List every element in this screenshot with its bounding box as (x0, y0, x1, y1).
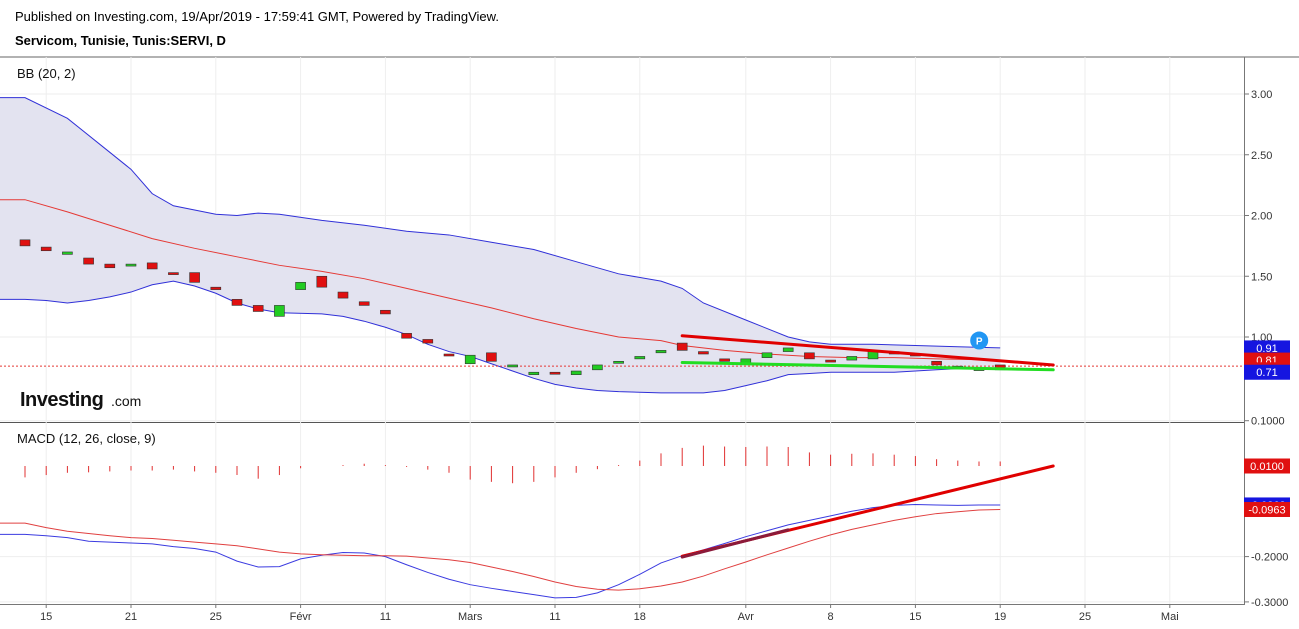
candle-down[interactable] (83, 257, 94, 265)
candle-up[interactable] (634, 356, 646, 360)
x-tick-label: 18 (634, 611, 646, 623)
x-tick-label: Mars (458, 611, 483, 623)
bb-upper-line[interactable] (0, 97, 1001, 349)
x-tick-label: 11 (549, 611, 560, 623)
macd-trendline-short[interactable] (680, 528, 790, 559)
resistance-trendline[interactable] (680, 334, 1055, 367)
last-value-badges: 0.910.810.730.710.0100-0.0863-0.0963 (1244, 340, 1290, 517)
candle-down[interactable] (486, 352, 497, 362)
x-tick-label: 15 (909, 611, 921, 623)
axes: 15 21 25 Févr 11 Mars 11 18 Avr 8 15 19 25 Mai 3.00 2.5… (40, 89, 1288, 623)
price-badge (1244, 364, 1290, 380)
y-tick-label: -0.3000 (1251, 597, 1288, 609)
y-tick-label: -0.2000 (1251, 552, 1288, 564)
candle-up[interactable] (274, 305, 285, 317)
macd-pane[interactable] (0, 445, 1055, 599)
bb-indicator-label: BB (20, 2) (17, 66, 76, 81)
x-tick-label: 19 (994, 611, 1006, 623)
candle-up[interactable] (613, 360, 624, 364)
x-tick-label: 8 (828, 611, 834, 623)
candle-down[interactable] (189, 272, 200, 283)
candle-down[interactable] (210, 286, 222, 290)
candle-down[interactable] (146, 262, 158, 270)
x-tick-label: 15 (40, 611, 52, 623)
candle-down[interactable] (252, 305, 264, 312)
candle-down[interactable] (676, 342, 688, 351)
x-tick-label: Avr (738, 611, 755, 623)
candle-up[interactable] (592, 364, 603, 371)
y-tick-label: 1.50 (1251, 271, 1272, 283)
candle-down[interactable] (19, 239, 31, 247)
candle-up[interactable] (295, 282, 306, 290)
x-tick-label: 21 (125, 611, 137, 623)
y-tick-label: 2.50 (1251, 150, 1272, 162)
price-badge-text: 0.71 (1256, 367, 1277, 379)
candle-down[interactable] (698, 351, 709, 355)
candle-down[interactable] (401, 333, 412, 339)
candle-up[interactable] (528, 371, 540, 375)
candle-down[interactable] (719, 358, 730, 362)
investing-logo: Investing .com (20, 389, 141, 411)
x-tick-label: Mai (1161, 611, 1179, 623)
candle-up[interactable] (464, 354, 476, 365)
candle-up[interactable] (570, 370, 582, 375)
signal-line[interactable] (0, 508, 1001, 591)
y-tick-label: 2.00 (1251, 211, 1272, 223)
x-tick-label: Févr (290, 611, 312, 623)
p-marker-label: P (976, 337, 983, 348)
logo-suffix-text: .com (111, 393, 141, 409)
candle-down[interactable] (804, 352, 815, 360)
price-pane[interactable]: P (0, 97, 1244, 394)
macd-line[interactable] (0, 504, 1001, 599)
macd-badge (1244, 501, 1290, 517)
candle-up[interactable] (507, 364, 518, 368)
x-tick-label: 25 (210, 611, 222, 623)
candle-down[interactable] (931, 360, 942, 366)
candle-up[interactable] (62, 251, 73, 255)
x-tick-label: 11 (380, 611, 391, 623)
published-caption: Published on Investing.com, 19/Apr/2019 … (15, 9, 499, 24)
candle-up[interactable] (125, 263, 137, 267)
candle-down[interactable] (104, 263, 116, 269)
candle-down[interactable] (168, 272, 179, 275)
candle-up[interactable] (761, 352, 773, 358)
candle-up[interactable] (655, 350, 667, 354)
macd-indicator-label: MACD (12, 26, close, 9) (17, 431, 156, 446)
candle-down[interactable] (380, 309, 391, 315)
x-tick-label: 25 (1079, 611, 1091, 623)
bb-lower-line[interactable] (0, 280, 1001, 394)
p-marker-icon[interactable] (970, 331, 989, 350)
logo-main-text: Investing (20, 389, 103, 411)
candle-down[interactable] (422, 339, 434, 344)
candle-down[interactable] (825, 359, 836, 363)
macd-badge-text: 0.0100 (1250, 461, 1284, 473)
support-trendline[interactable] (680, 361, 1055, 372)
y-tick-label: 3.00 (1251, 89, 1272, 101)
price-badge-text: 0.91 (1256, 343, 1277, 355)
candle-up[interactable] (782, 347, 794, 352)
candle-down[interactable] (40, 246, 52, 252)
macd-badge (1244, 458, 1290, 474)
candle-down[interactable] (549, 371, 561, 375)
candle-up[interactable] (867, 351, 879, 360)
y-tick-label: 0.1000 (1251, 416, 1285, 428)
symbol-title: Servicom, Tunisie, Tunis:SERVI, D (15, 33, 226, 48)
candle-down[interactable] (316, 275, 328, 288)
candle-down[interactable] (443, 353, 455, 357)
candle-down[interactable] (358, 301, 370, 306)
candle-down[interactable] (231, 299, 243, 306)
candle-down[interactable] (337, 291, 349, 299)
macd-badge-text: -0.0963 (1248, 504, 1285, 516)
price-badge (1244, 340, 1290, 356)
bollinger-band-fill (0, 97, 1001, 393)
candle-up[interactable] (846, 356, 858, 361)
